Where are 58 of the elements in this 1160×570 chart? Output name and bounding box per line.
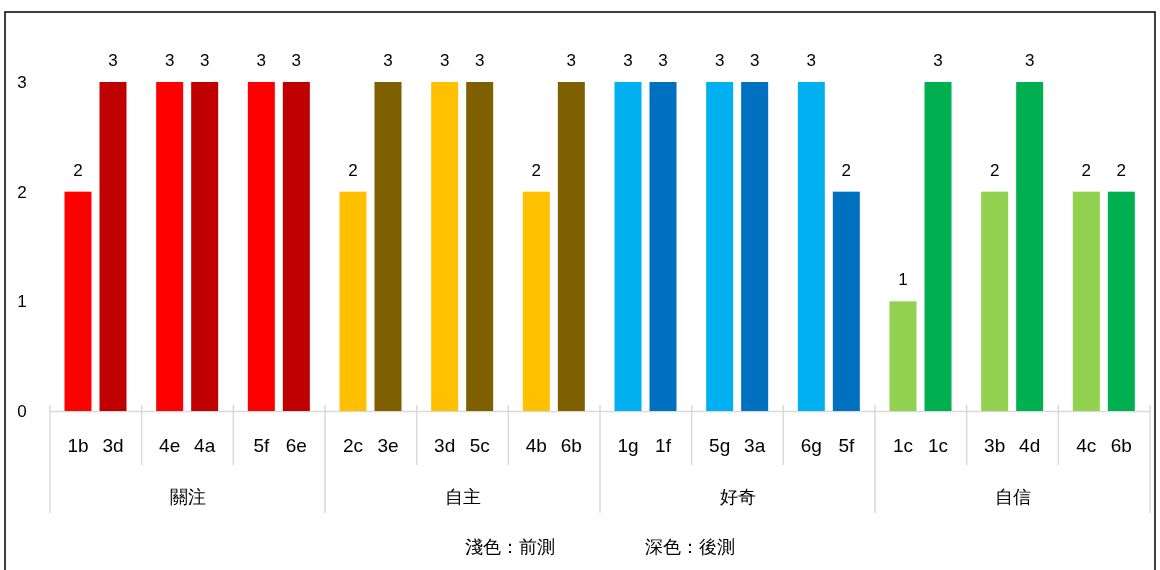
x-tick-label: 1b: [67, 435, 89, 456]
x-tick-label: 4c: [1076, 435, 1097, 456]
data-label: 2: [73, 160, 83, 180]
x-tick-label: 6e: [285, 435, 307, 456]
x-tick-label: 6g: [800, 435, 822, 456]
data-label: 3: [439, 51, 450, 70]
data-label: 3: [749, 51, 760, 70]
x-tick-label: 1g: [617, 435, 639, 456]
x-tick-label: 4d: [1019, 435, 1041, 456]
x-tick-label: 3d: [434, 435, 456, 456]
x-tick-label: 4a: [194, 435, 216, 456]
y-tick-label: 2: [17, 182, 27, 202]
y-tick-label: 0: [17, 402, 27, 421]
data-label: 3: [199, 51, 210, 70]
data-label: 3: [291, 51, 302, 70]
data-label: 2: [1081, 160, 1092, 180]
x-tick-label: 3d: [102, 435, 124, 456]
data-label: 2: [348, 160, 358, 180]
x-tick-label: 1c: [892, 435, 914, 456]
x-tick-label: 3a: [744, 435, 766, 456]
data-label: 3: [474, 51, 485, 70]
data-label: 3: [256, 51, 267, 70]
data-label: 3: [164, 51, 175, 70]
x-tick-label: 1c: [927, 435, 949, 456]
data-label: 3: [658, 51, 668, 70]
data-label: 3: [566, 51, 577, 70]
x-tick-label: 3b: [984, 435, 1006, 456]
text: 深色：後測: [645, 537, 735, 557]
data-label: 3: [108, 51, 118, 70]
text: 自主: [444, 487, 481, 507]
text: 淺色：前測: [465, 537, 555, 557]
y-tick-label: 3: [17, 73, 27, 92]
data-label: 3: [933, 51, 943, 70]
text: 好奇: [719, 487, 756, 507]
text: 自信: [994, 487, 1031, 507]
x-tick-label: 5g: [709, 435, 731, 456]
data-label: 2: [531, 160, 542, 180]
x-tick-label: 3e: [377, 435, 399, 456]
data-label: 3: [383, 51, 393, 70]
data-label: 1: [898, 270, 908, 290]
x-tick-label: 4e: [159, 435, 181, 456]
x-tick-label: 5f: [838, 435, 855, 456]
x-tick-label: 4b: [525, 435, 547, 456]
x-tick-label: 2c: [342, 435, 364, 456]
data-label: 2: [1116, 160, 1127, 180]
data-label: 3: [1024, 51, 1035, 70]
data-label: 3: [714, 51, 725, 70]
x-tick-label: 1f: [655, 435, 672, 456]
data-label: 2: [841, 160, 852, 180]
data-label: 3: [806, 51, 817, 70]
x-tick-label: 6b: [1110, 435, 1132, 456]
data-label: 2: [989, 160, 1000, 180]
y-tick-label: 1: [17, 292, 27, 312]
text: 關注: [169, 487, 206, 507]
x-tick-label: 6b: [560, 435, 582, 456]
x-tick-label: 5c: [469, 435, 490, 456]
data-label: 3: [623, 51, 633, 70]
x-tick-label: 5f: [253, 435, 270, 456]
